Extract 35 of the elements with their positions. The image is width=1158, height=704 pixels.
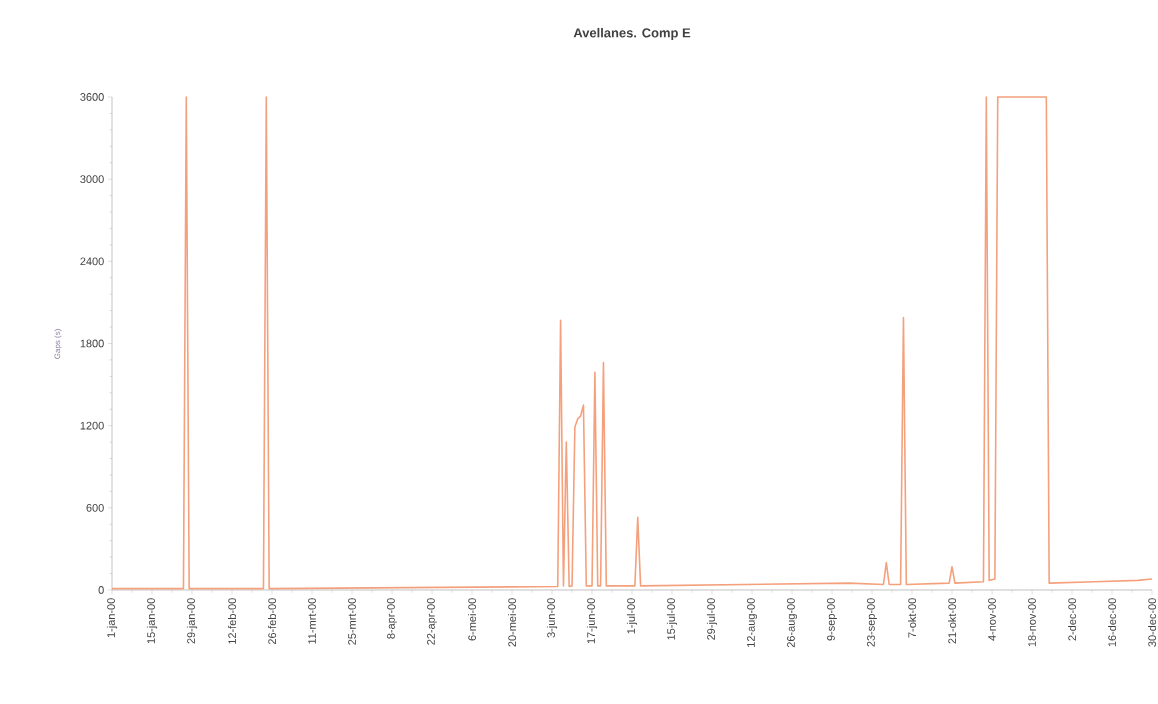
x-tick-label: 2-dec-00 bbox=[1068, 598, 1077, 641]
x-tick-label: 20-mei-00 bbox=[508, 598, 517, 647]
x-tick-label: 22-apr-00 bbox=[427, 598, 437, 645]
x-tick-label: 12-aug-00 bbox=[747, 598, 757, 647]
x-tick-label: 3-jun-00 bbox=[546, 598, 558, 638]
x-tick-label: 15-jul-00 bbox=[666, 598, 678, 640]
x-tick-label: 30-dec-00 bbox=[1148, 598, 1157, 647]
x-tick-label: 8-apr-00 bbox=[387, 598, 397, 639]
x-tick-label: 11-mrt-00 bbox=[308, 598, 316, 644]
x-tick-label: 29-jan-00 bbox=[186, 598, 198, 644]
x-tick-label: 23-sep-00 bbox=[867, 598, 877, 647]
y-tick-label: 2400 bbox=[80, 257, 104, 266]
x-tick-label: 1-jul-00 bbox=[626, 598, 638, 634]
x-tick-label: 6-mei-00 bbox=[468, 598, 477, 641]
x-tick-label: 29-jul-00 bbox=[706, 598, 718, 640]
x-tick-label: 25-mrt-00 bbox=[348, 598, 356, 645]
y-tick-label: 600 bbox=[86, 503, 104, 512]
x-tick-label: 18-nov-00 bbox=[1028, 598, 1036, 647]
x-tick-label: 12-feb-00 bbox=[227, 598, 237, 644]
y-tick-label: 1200 bbox=[80, 421, 104, 430]
x-tick-label: 15-jan-00 bbox=[146, 598, 158, 644]
x-tick-label: 16-dec-00 bbox=[1108, 598, 1117, 647]
x-tick-label: 26-aug-00 bbox=[787, 598, 797, 648]
y-tick-label: 3600 bbox=[80, 93, 104, 101]
x-tick-label: 9-sep-00 bbox=[827, 598, 837, 641]
x-tick-label: 7-okt-00 bbox=[908, 598, 917, 638]
x-tick-label: 21-okt-00 bbox=[948, 598, 957, 644]
y-tick-label: 3000 bbox=[80, 175, 104, 184]
chart-title: Avellanes. Comp E bbox=[573, 27, 691, 41]
y-tick-label: 0 bbox=[98, 586, 104, 594]
x-tick-label: 1-jan-00 bbox=[106, 598, 118, 638]
x-tick-label: 17-jun-00 bbox=[586, 598, 598, 644]
y-tick-label: 1800 bbox=[80, 339, 104, 348]
x-tick-label: 26-feb-00 bbox=[267, 598, 277, 645]
x-tick-label: 4-nov-00 bbox=[988, 598, 996, 641]
